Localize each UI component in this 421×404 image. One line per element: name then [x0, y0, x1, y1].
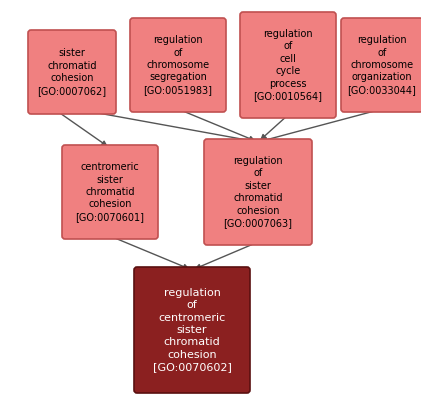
FancyBboxPatch shape — [341, 18, 421, 112]
Text: regulation
of
chromosome
organization
[GO:0033044]: regulation of chromosome organization [G… — [348, 35, 416, 95]
Text: regulation
of
sister
chromatid
cohesion
[GO:0007063]: regulation of sister chromatid cohesion … — [224, 156, 293, 228]
FancyBboxPatch shape — [62, 145, 158, 239]
Text: sister
chromatid
cohesion
[GO:0007062]: sister chromatid cohesion [GO:0007062] — [37, 48, 107, 96]
FancyBboxPatch shape — [130, 18, 226, 112]
FancyBboxPatch shape — [28, 30, 116, 114]
Text: regulation
of
cell
cycle
process
[GO:0010564]: regulation of cell cycle process [GO:001… — [253, 29, 322, 101]
Text: regulation
of
centromeric
sister
chromatid
cohesion
[GO:0070602]: regulation of centromeric sister chromat… — [152, 288, 232, 372]
FancyBboxPatch shape — [204, 139, 312, 245]
FancyBboxPatch shape — [240, 12, 336, 118]
Text: regulation
of
chromosome
segregation
[GO:0051983]: regulation of chromosome segregation [GO… — [144, 35, 213, 95]
Text: centromeric
sister
chromatid
cohesion
[GO:0070601]: centromeric sister chromatid cohesion [G… — [75, 162, 144, 222]
FancyBboxPatch shape — [134, 267, 250, 393]
